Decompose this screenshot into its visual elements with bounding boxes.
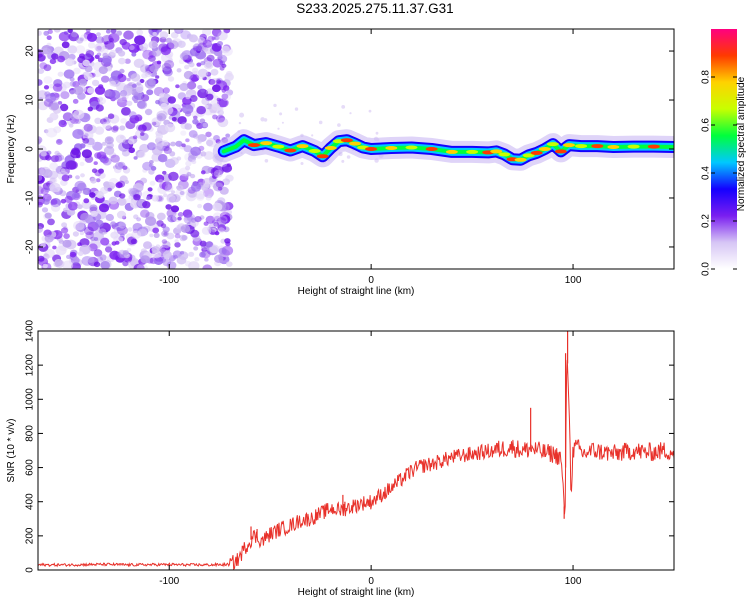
spectrogram-image (38, 29, 674, 269)
x-tick-label: 100 (565, 576, 582, 587)
x-tick-label: -100 (159, 576, 179, 587)
y-tick-label: -10 (25, 190, 36, 205)
snr-line (38, 359, 674, 570)
y-tick-label: 400 (25, 493, 36, 510)
y-axis-label: Frequency (Hz) (6, 115, 17, 184)
y-tick-label: 1000 (25, 388, 36, 411)
colorbar-gradient (711, 29, 737, 269)
x-tick-label: -100 (159, 275, 179, 286)
plot-frame (37, 330, 675, 571)
colorbar-tick-label: 0.6 (701, 118, 712, 132)
colorbar-tick-label: 0.4 (701, 166, 712, 180)
x-tick-label: 0 (368, 275, 374, 286)
chart-title: S233.2025.275.11.37.G31 (296, 1, 454, 16)
colorbar: 0.0 0.2 0.4 0.6 0.8 Normalized spectral ampli… (701, 29, 747, 276)
y-tick-label: 1400 (25, 319, 36, 342)
x-tick-label: 100 (565, 275, 582, 286)
y-tick-label: 200 (25, 527, 36, 544)
x-tick-label: 0 (368, 576, 374, 587)
y-axis-label: SNR (10 * v/v) (6, 419, 17, 483)
x-axis-label: Height of straight line (km) (298, 286, 415, 297)
colorbar-tick-label: 0.2 (701, 214, 712, 228)
y-tick-label: 0 (25, 146, 36, 152)
colorbar-tick-label: 0.8 (701, 70, 712, 84)
x-axis-label: Height of straight line (km) (298, 587, 415, 598)
colorbar-label: Normalized spectral amplitude (736, 76, 747, 211)
y-tick-label: -20 (25, 239, 36, 254)
y-tick-label: 1200 (25, 354, 36, 377)
snr-plot: -100 0 1000200400600800100012001400Height … (6, 319, 675, 598)
y-tick-label: 10 (25, 94, 36, 106)
y-tick-label: 20 (25, 45, 36, 57)
y-tick-label: 800 (25, 425, 36, 442)
colorbar-tick-label: 0.0 (701, 262, 712, 276)
y-tick-label: 0 (25, 567, 36, 573)
y-tick-label: 600 (25, 459, 36, 476)
